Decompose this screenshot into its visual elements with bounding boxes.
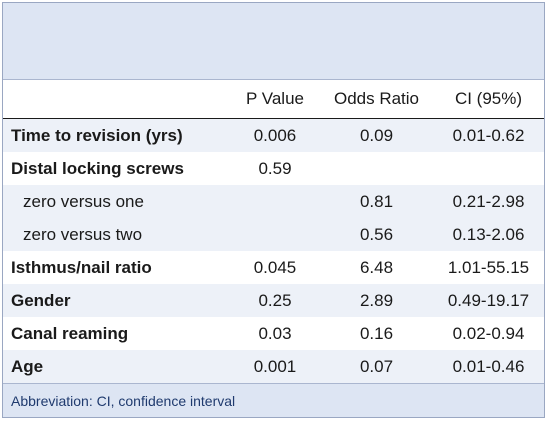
row-label: Isthmus/nail ratio [11, 257, 152, 277]
row-ci: 0.21-2.98 [452, 191, 525, 211]
row-ci: 0.13-2.06 [452, 224, 525, 244]
results-table: P Value Odds Ratio CI (95%) Time to revi… [2, 2, 545, 418]
row-ci: 0.49-19.17 [447, 290, 530, 310]
table-row: zero versus one 0.81 0.21-2.98 [3, 185, 544, 218]
row-p-value: 0.59 [258, 158, 292, 178]
row-ci: 1.01-55.15 [447, 257, 530, 277]
table-footnote: Abbreviation: CI, confidence interval [3, 383, 544, 417]
header-p-value: P Value [246, 89, 304, 108]
row-odds-ratio: 2.89 [359, 290, 394, 310]
row-label: Gender [11, 290, 71, 310]
table-row: Isthmus/nail ratio 0.045 6.48 1.01-55.15 [3, 251, 544, 284]
row-label: Distal locking screws [11, 158, 184, 178]
row-ci: 0.01-0.62 [452, 125, 525, 145]
header-ci: CI (95%) [454, 89, 523, 108]
row-odds-ratio: 6.48 [359, 257, 394, 277]
row-label: Time to revision (yrs) [11, 125, 183, 145]
table-row: Gender 0.25 2.89 0.49-19.17 [3, 284, 544, 317]
row-label: Age [11, 356, 44, 376]
table-row: Distal locking screws 0.59 [3, 152, 544, 185]
table-row: Age 0.001 0.07 0.01-0.46 [3, 350, 544, 383]
row-p-value: 0.006 [253, 125, 297, 145]
row-ci: 0.01-0.46 [452, 356, 525, 376]
row-ci: 0.02-0.94 [452, 323, 525, 343]
row-p-value: 0.25 [258, 290, 292, 310]
row-p-value: 0.001 [253, 356, 297, 376]
header-odds-ratio: Odds Ratio [333, 89, 420, 108]
row-p-value: 0.045 [253, 257, 297, 277]
row-odds-ratio: 0.07 [359, 356, 394, 376]
row-odds-ratio: 0.81 [359, 191, 394, 211]
row-label: zero versus two [23, 224, 143, 244]
row-odds-ratio: 0.16 [359, 323, 394, 343]
row-label: zero versus one [23, 191, 144, 211]
row-label: Canal reaming [11, 323, 129, 343]
table-header-row: P Value Odds Ratio CI (95%) [3, 80, 544, 119]
row-odds-ratio: 0.56 [359, 224, 394, 244]
row-odds-ratio: 0.09 [359, 125, 394, 145]
table-row: Canal reaming 0.03 0.16 0.02-0.94 [3, 317, 544, 350]
table-caption-band [3, 3, 544, 80]
row-p-value: 0.03 [258, 323, 292, 343]
table-row: zero versus two 0.56 0.13-2.06 [3, 218, 544, 251]
table-row: Time to revision (yrs) 0.006 0.09 0.01-0… [3, 119, 544, 152]
